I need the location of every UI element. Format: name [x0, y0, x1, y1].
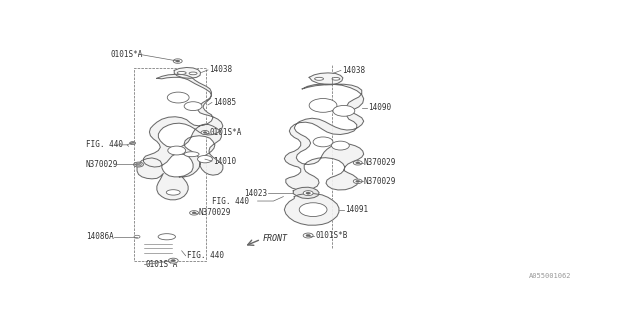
Circle shape	[171, 260, 175, 262]
Text: 14038: 14038	[342, 66, 365, 75]
Text: N370029: N370029	[364, 158, 396, 167]
Ellipse shape	[189, 72, 197, 75]
Polygon shape	[293, 187, 319, 198]
Polygon shape	[309, 73, 343, 85]
Polygon shape	[174, 68, 200, 78]
Circle shape	[332, 141, 349, 150]
Text: FIG. 440: FIG. 440	[187, 251, 223, 260]
Circle shape	[313, 137, 333, 147]
Text: 14038: 14038	[209, 65, 232, 75]
Text: 14091: 14091	[346, 205, 369, 214]
Circle shape	[303, 233, 313, 238]
Text: 14010: 14010	[213, 156, 236, 166]
Circle shape	[184, 102, 202, 111]
Circle shape	[309, 99, 337, 112]
Text: N370029: N370029	[364, 177, 396, 186]
Circle shape	[168, 146, 186, 155]
Circle shape	[168, 258, 178, 263]
Text: FRONT: FRONT	[262, 234, 287, 243]
Text: N370029: N370029	[86, 160, 118, 169]
Circle shape	[134, 235, 140, 238]
Circle shape	[134, 162, 143, 167]
Ellipse shape	[184, 152, 199, 157]
Text: 14090: 14090	[367, 103, 391, 112]
Text: 0101S*A: 0101S*A	[111, 50, 143, 59]
Text: FIG. 440: FIG. 440	[212, 196, 249, 205]
Polygon shape	[137, 74, 223, 200]
Circle shape	[356, 180, 360, 182]
Circle shape	[300, 203, 327, 217]
Circle shape	[303, 191, 313, 196]
Circle shape	[198, 156, 212, 163]
Polygon shape	[284, 194, 339, 225]
Text: 0101S*B: 0101S*B	[315, 231, 348, 240]
Text: 0101S*A: 0101S*A	[210, 128, 243, 137]
Circle shape	[201, 131, 209, 134]
Text: 0101S*A: 0101S*A	[145, 260, 178, 269]
Circle shape	[129, 142, 136, 145]
Text: FIG. 440: FIG. 440	[86, 140, 123, 149]
Circle shape	[204, 132, 207, 133]
Text: 14085: 14085	[213, 98, 236, 107]
Ellipse shape	[177, 71, 186, 74]
Circle shape	[333, 105, 355, 116]
Circle shape	[167, 92, 189, 103]
Circle shape	[306, 192, 310, 194]
Text: N370029: N370029	[198, 208, 230, 217]
Circle shape	[356, 162, 360, 164]
Ellipse shape	[166, 190, 180, 195]
Ellipse shape	[158, 234, 175, 240]
Circle shape	[306, 235, 310, 236]
Circle shape	[192, 212, 196, 214]
Text: 14023: 14023	[244, 188, 268, 198]
Circle shape	[176, 60, 180, 62]
Circle shape	[189, 211, 198, 215]
Ellipse shape	[315, 77, 324, 80]
Text: A055001062: A055001062	[529, 273, 571, 279]
Polygon shape	[284, 84, 364, 190]
Text: 14086A: 14086A	[86, 232, 114, 241]
Ellipse shape	[332, 77, 340, 80]
Circle shape	[353, 179, 362, 184]
Circle shape	[353, 161, 362, 165]
Circle shape	[173, 59, 182, 63]
